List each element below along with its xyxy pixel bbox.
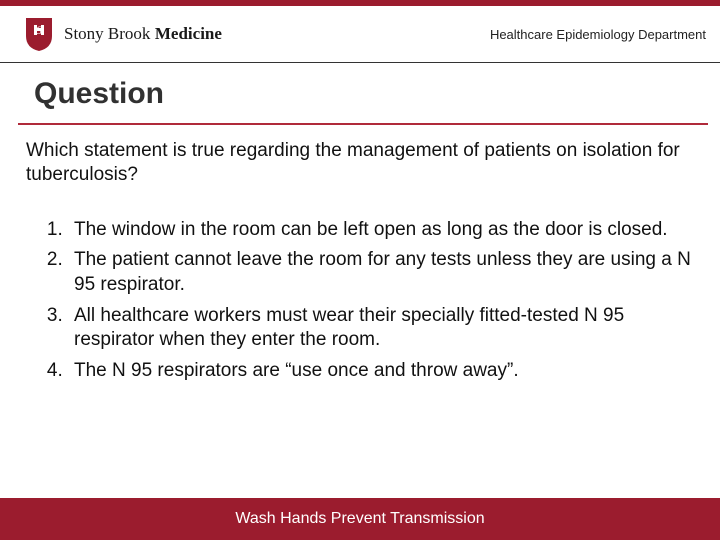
logo-text: Stony Brook Medicine xyxy=(64,25,222,43)
answer-item: The patient cannot leave the room for an… xyxy=(68,248,694,297)
footer-text: Wash Hands Prevent Transmission xyxy=(235,510,484,528)
slide-title: Question xyxy=(34,77,720,111)
title-area: Question xyxy=(0,63,720,119)
brand-line1: Stony Brook xyxy=(64,24,150,43)
brand-line2: Medicine xyxy=(155,24,222,43)
question-prompt: Which statement is true regarding the ma… xyxy=(26,139,694,188)
department-label: Healthcare Epidemiology Department xyxy=(490,27,706,42)
answer-item: All healthcare workers must wear their s… xyxy=(68,304,694,353)
svg-text:S: S xyxy=(36,23,42,37)
content: Which statement is true regarding the ma… xyxy=(0,125,720,384)
shield-icon: S xyxy=(24,16,54,52)
answer-item: The window in the room can be left open … xyxy=(68,218,694,243)
answer-list: The window in the room can be left open … xyxy=(26,218,694,384)
footer-bar: Wash Hands Prevent Transmission xyxy=(0,498,720,540)
brand-line: Stony Brook Medicine xyxy=(64,25,222,43)
logo-block: S Stony Brook Medicine xyxy=(24,16,222,52)
answer-item: The N 95 respirators are “use once and t… xyxy=(68,359,694,384)
header: S Stony Brook Medicine Healthcare Epidem… xyxy=(0,6,720,63)
